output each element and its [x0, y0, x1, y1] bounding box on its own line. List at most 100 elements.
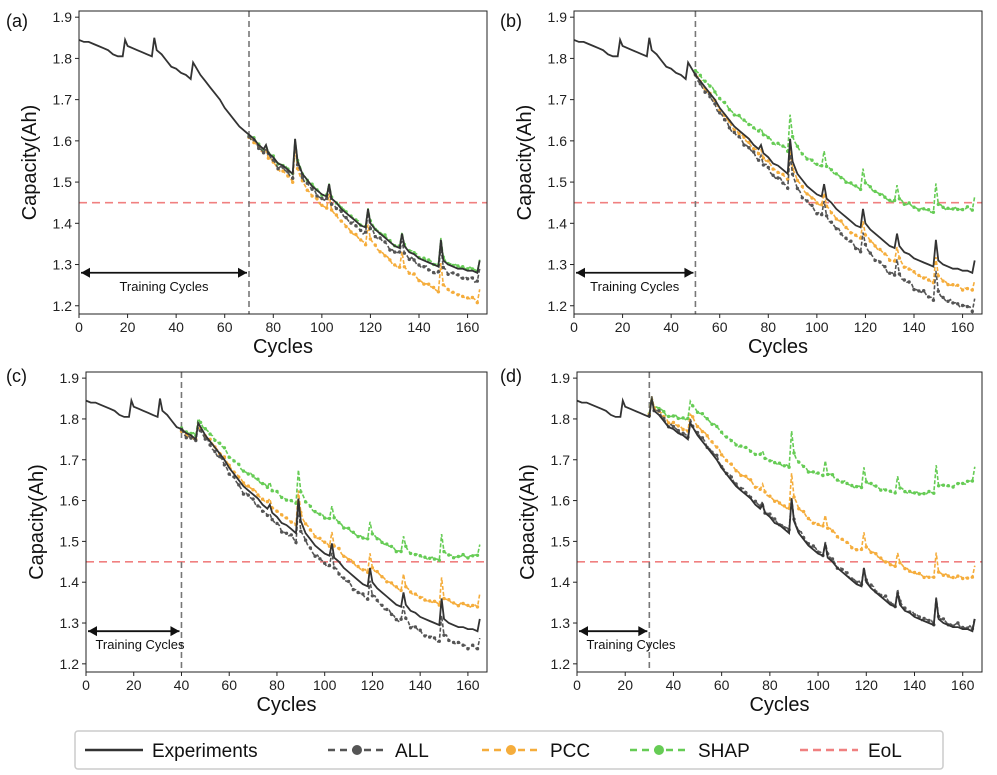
x-tick-label: 0 — [570, 319, 578, 335]
series-shap-point — [869, 481, 873, 486]
series-shap-point — [356, 534, 360, 539]
series-shap-point — [313, 509, 317, 514]
series-all-point — [824, 214, 829, 218]
series-pcc-point — [456, 293, 460, 297]
x-axis-label: Cycles — [256, 694, 316, 716]
series-pcc-point — [763, 490, 767, 494]
y-tick-label: 1.5 — [60, 533, 80, 549]
series-pcc-point — [917, 273, 921, 278]
series-experiments-line — [86, 397, 481, 633]
legend-label-pcc: PCC — [550, 741, 590, 762]
series-all-point — [370, 594, 375, 598]
series-all-point — [385, 607, 389, 612]
series-pcc-point — [752, 147, 756, 151]
series-all-point — [291, 176, 295, 180]
series-shap-point — [447, 553, 451, 557]
series-all-point — [883, 265, 887, 269]
series-all-point — [878, 260, 882, 264]
series-shap-point — [698, 73, 702, 78]
training-arrow-head-right — [638, 626, 648, 637]
series-shap-point — [427, 258, 431, 262]
series-all-point — [289, 533, 293, 537]
series-all-point — [456, 640, 461, 645]
series-shap-point — [676, 416, 680, 421]
series-shap-point — [908, 489, 912, 494]
series-pcc-point — [407, 271, 411, 275]
training-arrow-head-left — [88, 626, 97, 637]
series-pcc-point — [960, 288, 965, 292]
panel-label: (d) — [500, 366, 522, 386]
series-shap-point — [893, 491, 897, 495]
training-arrow-head-right — [238, 267, 247, 278]
series-experiments-line — [79, 36, 481, 275]
series-pcc-point — [666, 421, 671, 425]
series-shap-point — [956, 481, 960, 486]
series-shap-point — [747, 122, 751, 127]
y-tick-label: 1.9 — [548, 9, 568, 25]
series-pcc-point — [447, 598, 451, 602]
series-pcc-point — [337, 546, 341, 551]
series-shap-point — [705, 417, 709, 421]
series-all-point — [344, 215, 348, 220]
series-pcc-point — [461, 601, 465, 606]
series-all-point — [897, 272, 902, 276]
y-axis-label: Capacity(Ah) — [514, 105, 536, 221]
series-all-point — [366, 597, 370, 601]
series-shap-point — [461, 265, 465, 269]
series-pcc-point — [956, 574, 960, 578]
series-pcc-point — [845, 540, 849, 545]
y-tick-label: 1.2 — [53, 298, 73, 314]
series-all-point — [432, 636, 437, 640]
panel-frame — [576, 371, 983, 673]
series-shap-point — [351, 530, 355, 534]
x-tick-label: 80 — [265, 319, 281, 335]
series-pcc-point — [951, 283, 955, 287]
panel-4: (d) 0 20 40 60 80 100 120 140 160 1.2 1.3 1.4 1.5 1.6 1… — [500, 366, 983, 716]
y-tick-label: 1.9 — [551, 370, 571, 386]
series-pcc-point — [965, 576, 970, 580]
series-pcc-point — [748, 478, 753, 482]
y-axis-label: Capacity(Ah) — [517, 464, 539, 580]
series-all-point — [671, 424, 676, 429]
series-all-line — [694, 74, 976, 314]
series-pcc-point — [892, 259, 897, 263]
series-shap-point — [844, 180, 848, 184]
series-shap-point — [428, 556, 432, 560]
series-pcc-point — [830, 529, 835, 533]
series-all-point — [418, 628, 422, 632]
series-shap-point — [213, 438, 217, 442]
series-all-point — [337, 572, 341, 576]
series-all-point — [451, 271, 455, 275]
series-pcc-point — [423, 598, 427, 602]
series-all-point — [284, 531, 289, 535]
series-shap-line — [248, 135, 481, 273]
series-all-markers — [693, 73, 974, 314]
x-tick-label: 0 — [573, 677, 581, 693]
series-pcc-point — [385, 580, 389, 584]
series-all-point — [251, 497, 255, 501]
series-pcc-point — [821, 524, 825, 528]
series-all-point — [858, 250, 863, 254]
series-all-point — [276, 166, 280, 171]
y-tick-label: 1.7 — [551, 452, 571, 468]
series-pcc-point — [908, 569, 912, 573]
series-pcc-point — [356, 564, 360, 569]
x-tick-label: 40 — [174, 677, 190, 693]
legend-marker-all — [352, 745, 362, 755]
series-pcc-point — [946, 574, 950, 578]
series-all-point — [359, 228, 363, 233]
series-pcc-point — [351, 560, 355, 565]
x-tick-label: 60 — [217, 319, 233, 335]
x-tick-label: 100 — [805, 319, 829, 335]
series-all-point — [256, 504, 260, 508]
y-tick-label: 1.9 — [53, 9, 73, 25]
series-all-point — [951, 301, 955, 305]
series-shap-point — [370, 532, 375, 536]
series-shap-point — [931, 210, 936, 214]
series-shap-point — [691, 404, 695, 408]
series-pcc-point — [399, 588, 403, 593]
series-shap-point — [470, 267, 475, 271]
series-pcc-point — [325, 206, 329, 210]
series-pcc-point — [806, 516, 811, 521]
